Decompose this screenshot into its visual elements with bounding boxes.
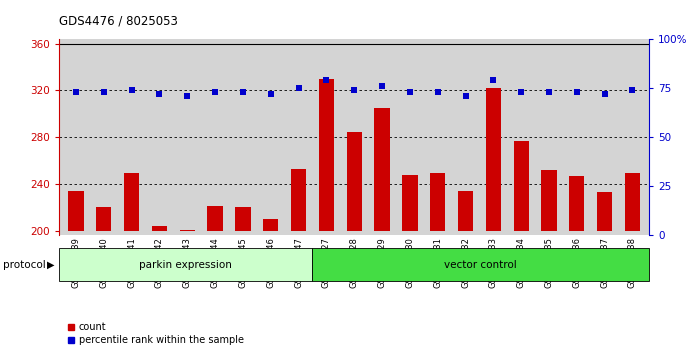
Point (488, 78, 499, 83)
Point (404, 89, 415, 95)
Bar (347, 132, 362, 231)
Bar (263, 219, 279, 231)
Point (348, 87, 359, 93)
Point (321, 78, 332, 83)
Bar (542, 170, 556, 231)
Bar (68, 191, 84, 231)
Point (265, 91, 276, 97)
Legend: count, percentile rank within the sample: count, percentile rank within the sample (64, 319, 248, 349)
Point (70, 89, 82, 95)
Bar (152, 226, 167, 231)
Bar (235, 207, 251, 231)
Point (126, 87, 138, 93)
Bar (291, 169, 306, 231)
Point (544, 89, 555, 95)
Bar (59, 248, 312, 281)
Point (209, 89, 221, 95)
Point (460, 93, 471, 99)
Bar (625, 173, 640, 231)
Bar (319, 79, 334, 231)
Bar (569, 176, 584, 231)
Point (571, 89, 582, 95)
Bar (179, 229, 195, 231)
Text: ▶: ▶ (47, 259, 55, 270)
Point (154, 91, 165, 97)
Point (516, 89, 527, 95)
Text: parkin expression: parkin expression (140, 259, 232, 270)
Text: GDS4476 / 8025053: GDS4476 / 8025053 (59, 14, 178, 27)
Bar (96, 207, 112, 231)
Bar (430, 173, 445, 231)
Point (376, 83, 387, 89)
Text: protocol: protocol (3, 259, 46, 270)
Point (293, 85, 304, 91)
Point (627, 87, 638, 93)
Point (98, 89, 110, 95)
Bar (458, 191, 473, 231)
Bar (514, 141, 529, 231)
Point (432, 89, 443, 95)
Bar (207, 206, 223, 231)
Bar (374, 108, 389, 231)
Bar (402, 175, 417, 231)
Point (237, 89, 248, 95)
Bar (124, 173, 140, 231)
Text: vector control: vector control (444, 259, 517, 270)
Bar (486, 88, 501, 231)
Bar (312, 248, 649, 281)
Point (181, 93, 193, 99)
Bar (597, 192, 612, 231)
Point (599, 91, 610, 97)
